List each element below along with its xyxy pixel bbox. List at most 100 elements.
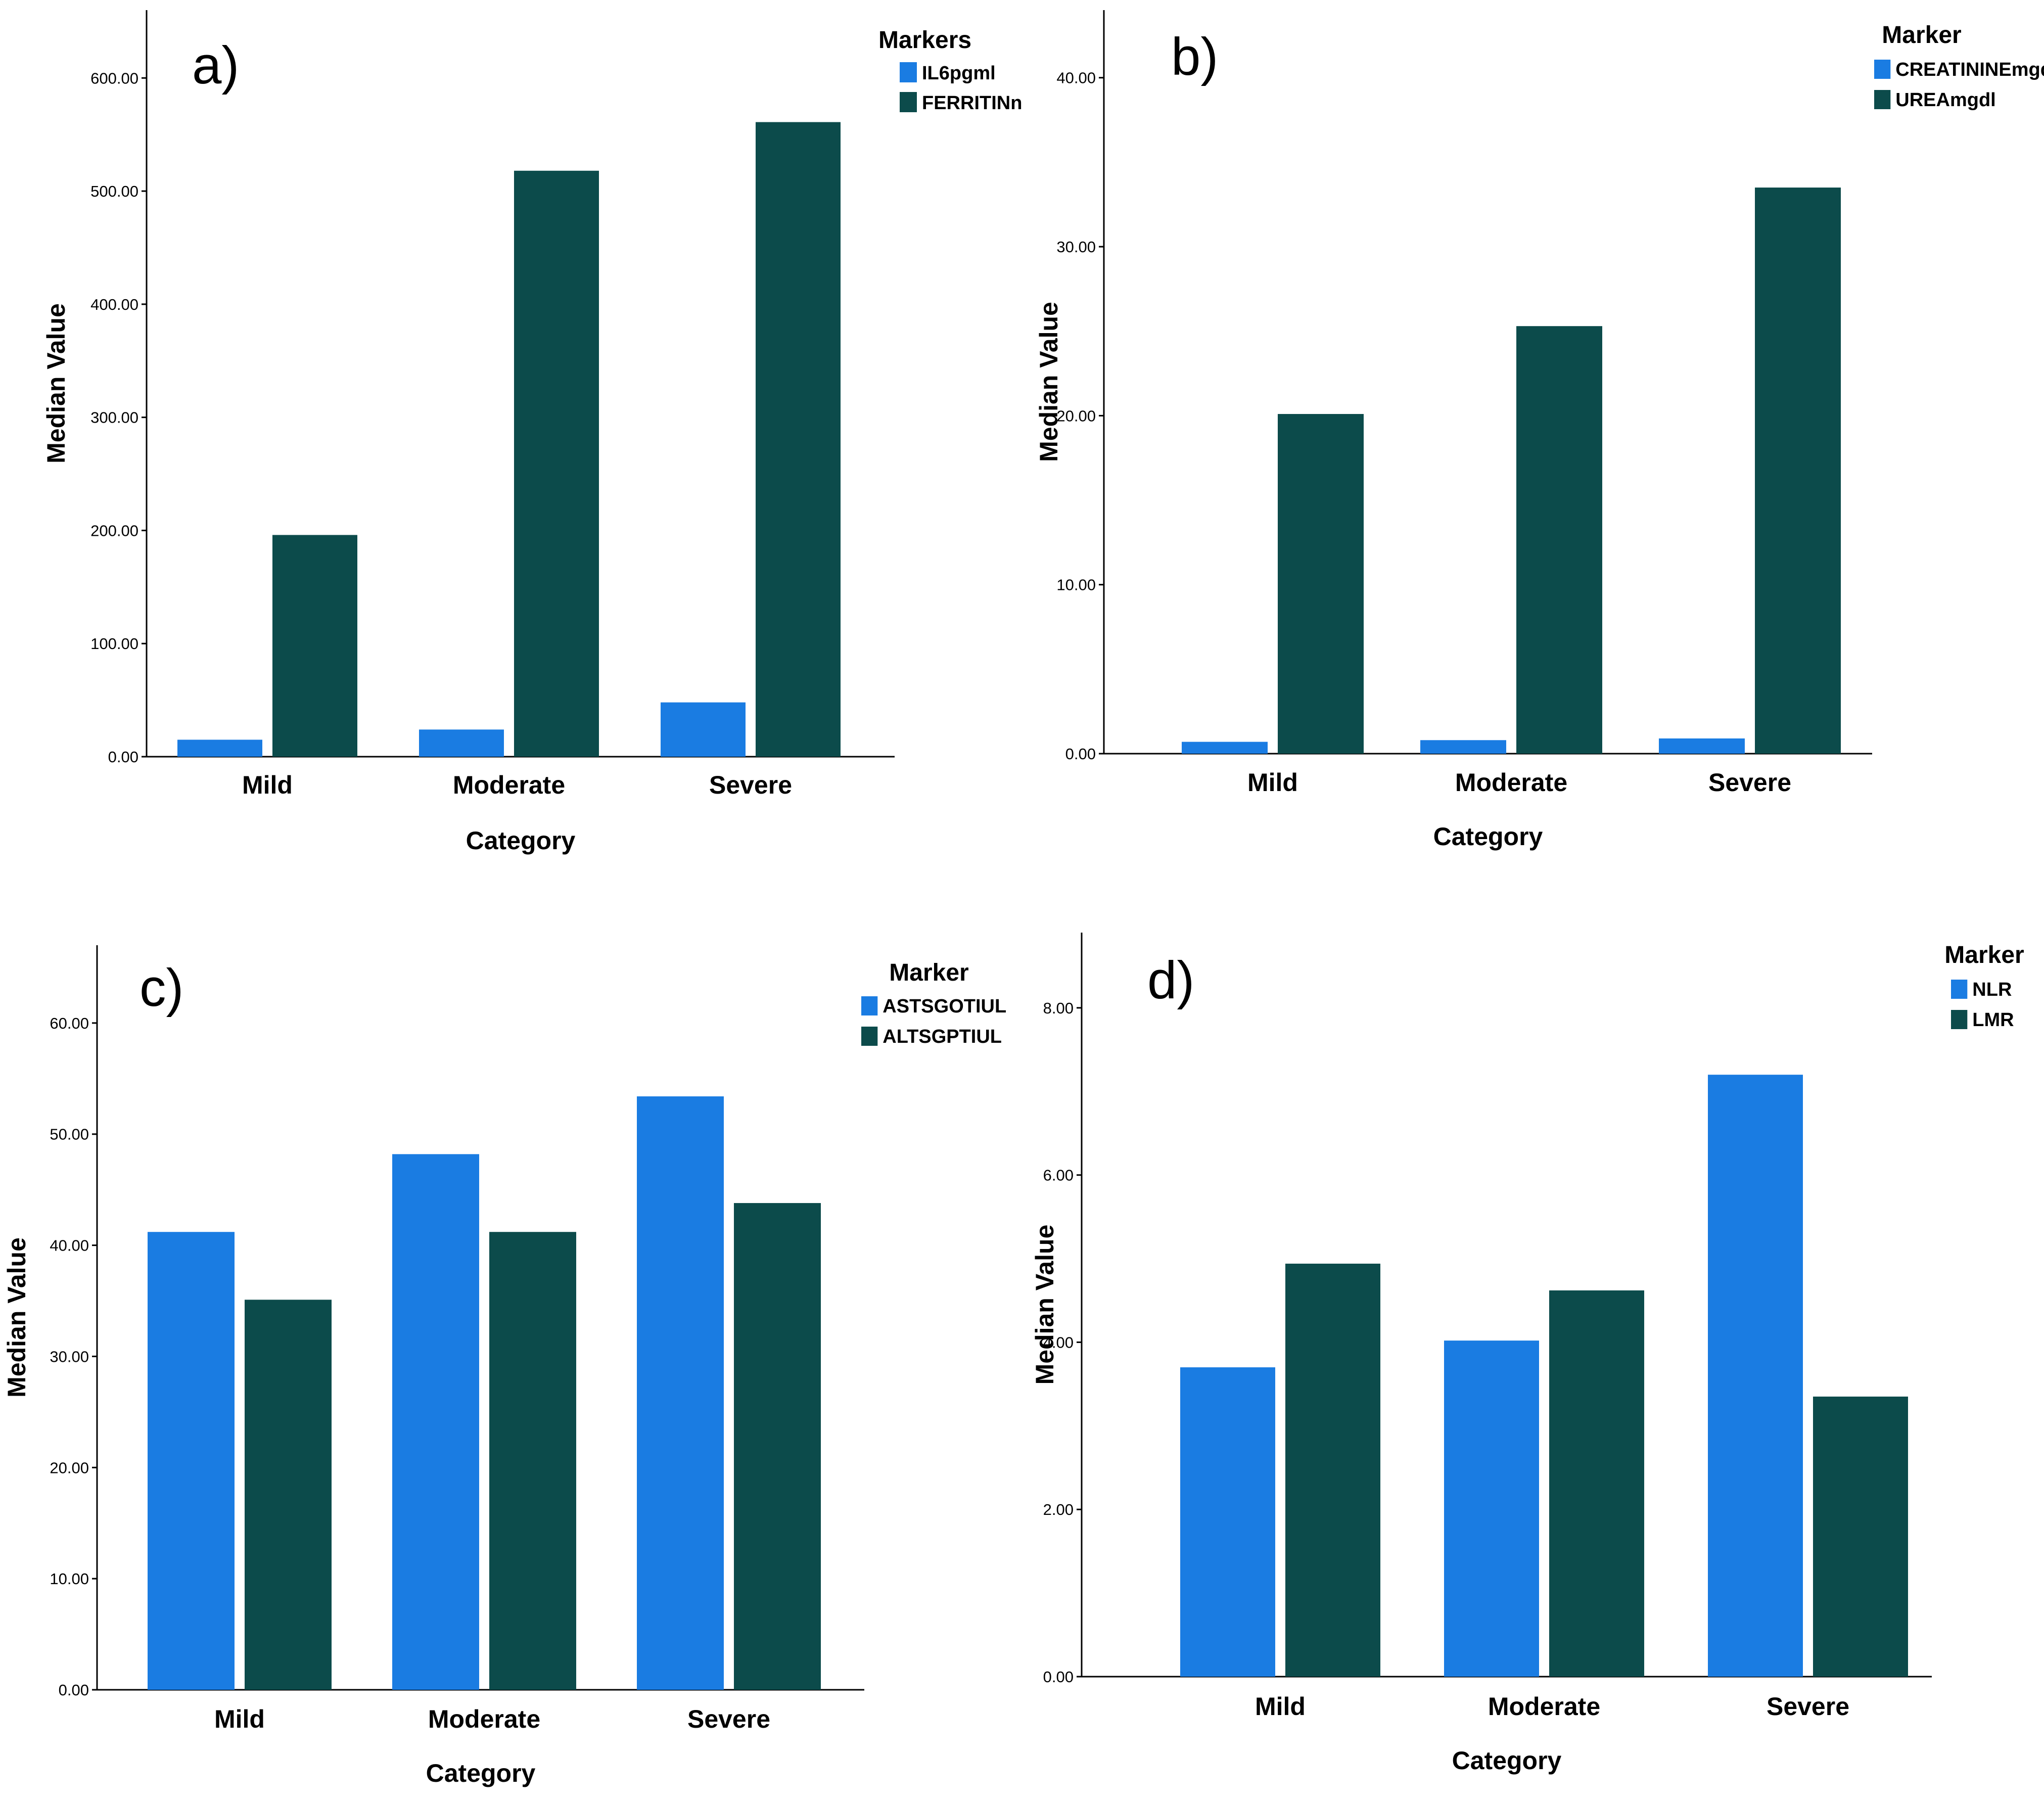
x-category-label: Mild (1247, 768, 1298, 797)
chart-d-svg: 0.00 2.00 4.00 6.00 8.00 Mild Moderate Severe Ca… (1031, 933, 2024, 1775)
y-tick-label: 300.00 (90, 409, 138, 427)
bar (756, 122, 841, 757)
chart-panel-b: 0.00 10.00 20.00 30.00 40.00 Mild Moderate Seve… (1022, 0, 2044, 900)
y-tick-label: 0.00 (108, 748, 138, 766)
chart-c-svg: 0.00 10.00 20.00 30.00 40.00 50.00 60.00 Mild Mo… (3, 945, 1006, 1787)
x-category-label: Severe (709, 771, 792, 799)
legend-swatch (861, 996, 878, 1015)
y-tick-label: 100.00 (90, 635, 138, 653)
x-category-label: Severe (1767, 1692, 1849, 1721)
y-tick-label: 40.00 (1056, 69, 1096, 87)
legend-swatch (1874, 90, 1891, 109)
panel-label: a) (192, 36, 239, 95)
panel-label: b) (1171, 27, 1218, 86)
bar (1516, 326, 1602, 754)
panel-label: d) (1147, 951, 1194, 1010)
x-category-label: Severe (1708, 768, 1791, 797)
x-axis-title: Category (466, 826, 576, 855)
x-axis-title: Category (1433, 822, 1543, 851)
x-category-label: Mild (242, 771, 293, 799)
y-tick-label: 20.00 (1056, 407, 1096, 425)
y-tick-label: 0.00 (1043, 1668, 1074, 1686)
x-category-label: Moderate (428, 1705, 540, 1733)
bar (1549, 1290, 1644, 1677)
legend-label: IL6pgml (922, 63, 996, 84)
bar (1755, 188, 1841, 754)
chart-panel-a: 0.00 100.00 200.00 300.00 400.00 500.00 600.00… (0, 0, 1034, 900)
y-tick-label: 0.00 (59, 1681, 89, 1699)
bar (392, 1154, 479, 1690)
bar (1182, 742, 1268, 754)
bar (734, 1203, 821, 1690)
legend-label: ALTSGPTIUL (882, 1026, 1002, 1047)
legend-label: CREATININEmgdl (1895, 59, 2044, 80)
y-tick-label: 0.00 (1065, 745, 1096, 763)
x-axis-title: Category (1452, 1746, 1562, 1775)
x-category-label: Moderate (1455, 768, 1567, 797)
legend-label: LMR (1972, 1009, 2014, 1031)
y-tick-label: 400.00 (90, 296, 138, 313)
x-category-label: Mild (1255, 1692, 1306, 1721)
bar (148, 1232, 235, 1690)
y-tick-label: 20.00 (50, 1459, 89, 1476)
legend-swatch (1951, 1010, 1968, 1029)
chart-panel-d: 0.00 2.00 4.00 6.00 8.00 Mild Moderate Severe Ca… (1022, 900, 2044, 1799)
bar (272, 535, 357, 757)
y-axis-title: Median Value (1035, 302, 1063, 462)
y-tick-label: 6.00 (1043, 1167, 1074, 1184)
legend-title: Marker (889, 959, 968, 986)
bar (637, 1096, 724, 1690)
bar (1420, 740, 1506, 754)
legend-swatch (900, 62, 917, 82)
y-tick-label: 2.00 (1043, 1501, 1074, 1518)
bar (1813, 1396, 1908, 1677)
y-tick-label: 60.00 (50, 1014, 89, 1032)
chart-a-svg: 0.00 100.00 200.00 300.00 400.00 500.00 600.00… (42, 10, 1034, 855)
legend-swatch (1874, 60, 1891, 79)
y-axis-title: Median Value (3, 1237, 31, 1398)
x-category-label: Moderate (1488, 1692, 1600, 1721)
y-tick-label: 40.00 (50, 1237, 89, 1255)
y-tick-label: 200.00 (90, 522, 138, 539)
y-tick-label: 8.00 (1043, 999, 1074, 1017)
y-axis-title: Median Value (1031, 1225, 1059, 1385)
chart-panel-c: 0.00 10.00 20.00 30.00 40.00 50.00 60.00 Mild Mo… (0, 900, 1022, 1799)
bar (1278, 414, 1364, 754)
y-tick-label: 30.00 (50, 1348, 89, 1365)
bar (1659, 738, 1745, 754)
y-tick-label: 10.00 (1056, 576, 1096, 594)
y-tick-label: 500.00 (90, 182, 138, 200)
x-category-label: Mild (214, 1705, 265, 1733)
legend-label: UREAmgdl (1895, 89, 1995, 111)
bar (177, 740, 262, 757)
bar (1180, 1367, 1275, 1677)
legend-title: Markers (878, 27, 971, 54)
y-tick-label: 600.00 (90, 69, 138, 87)
bar (1285, 1263, 1380, 1677)
y-axis-title: Median Value (42, 303, 70, 464)
x-category-label: Severe (687, 1705, 770, 1733)
y-tick-label: 4.00 (1043, 1333, 1074, 1351)
legend-swatch (900, 92, 917, 112)
bar (661, 702, 746, 757)
legend-title: Marker (1882, 22, 1961, 49)
legend-title: Marker (1944, 942, 2024, 968)
legend-label: NLR (1972, 979, 2012, 1000)
x-category-label: Moderate (453, 771, 565, 799)
bar (1708, 1075, 1803, 1677)
bar (1444, 1341, 1539, 1677)
bar (245, 1300, 332, 1690)
legend-swatch (1951, 980, 1968, 999)
bar (489, 1232, 576, 1690)
bar (419, 729, 504, 757)
panel-label: c) (140, 958, 183, 1018)
bar (514, 170, 599, 757)
legend-label: FERRITINng (922, 93, 1022, 114)
y-tick-label: 50.00 (50, 1126, 89, 1143)
legend-swatch (861, 1027, 878, 1046)
y-tick-label: 30.00 (1056, 238, 1096, 256)
x-axis-title: Category (426, 1759, 536, 1787)
y-tick-label: 10.00 (50, 1570, 89, 1588)
chart-b-svg: 0.00 10.00 20.00 30.00 40.00 Mild Moderate Seve… (1035, 10, 2044, 851)
legend-label: ASTSGOTIUL (882, 996, 1006, 1017)
